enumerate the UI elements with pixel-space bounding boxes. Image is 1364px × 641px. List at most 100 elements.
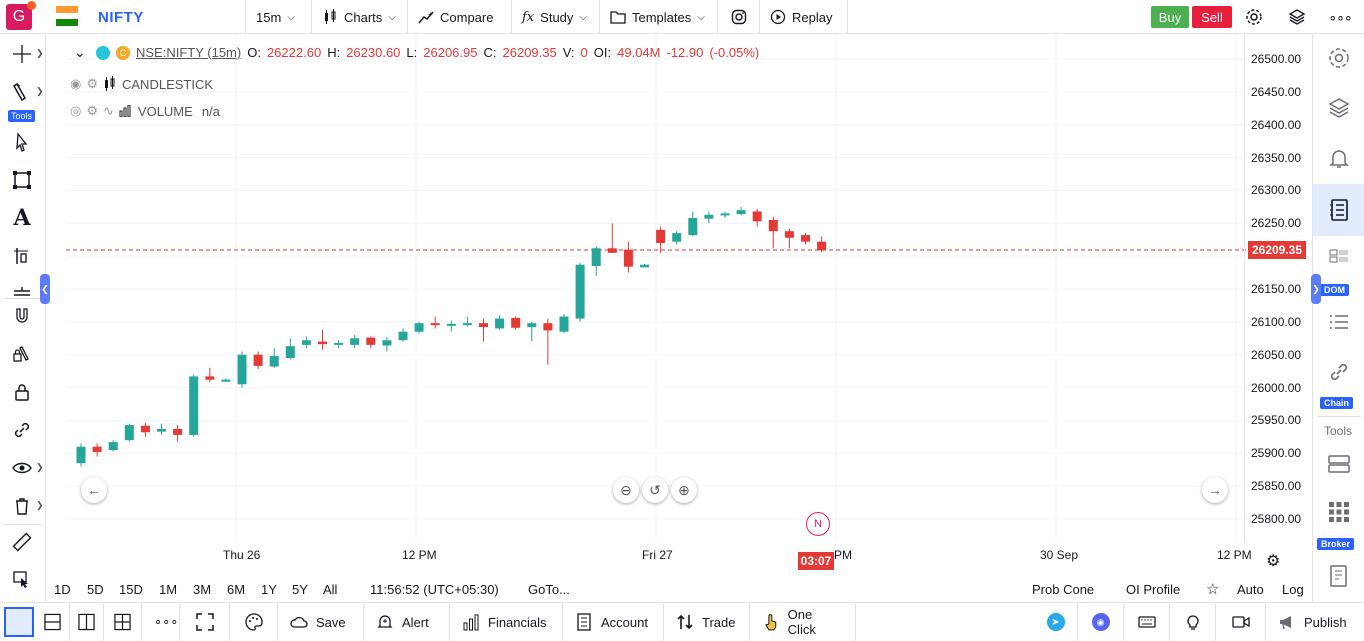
- clock-timezone[interactable]: 11:56:52 (UTC+05:30): [370, 582, 499, 597]
- sell-button[interactable]: Sell: [1192, 6, 1232, 28]
- replay-button[interactable]: Replay: [760, 0, 848, 34]
- eye-icon[interactable]: [10, 456, 34, 480]
- range-6m[interactable]: 6M: [227, 582, 246, 597]
- auto-scale-button[interactable]: Auto: [1237, 582, 1264, 597]
- notebook-icon[interactable]: [1325, 196, 1353, 224]
- fullscreen-button[interactable]: [180, 603, 230, 641]
- layout-single-button[interactable]: [4, 607, 34, 637]
- reset-zoom-button[interactable]: ↺: [642, 477, 668, 503]
- scroll-left-button[interactable]: ←: [81, 477, 107, 503]
- more-layouts-button[interactable]: ∘∘∘: [142, 603, 180, 641]
- server-icon[interactable]: [1325, 450, 1353, 478]
- compare-button[interactable]: + Compare: [408, 0, 512, 34]
- one-click-button[interactable]: One Click: [750, 603, 856, 641]
- scroll-right-button[interactable]: →: [1202, 477, 1228, 503]
- hand-pointer-icon[interactable]: [10, 568, 34, 592]
- settings-gear-icon[interactable]: [1245, 8, 1263, 26]
- list-icon[interactable]: [1325, 308, 1353, 336]
- user-avatar[interactable]: G: [6, 1, 36, 30]
- chain-badge[interactable]: Chain: [1320, 397, 1354, 409]
- chevron-right-icon[interactable]: ❯: [36, 86, 44, 96]
- star-icon[interactable]: ☆: [1206, 581, 1220, 598]
- right-panel-collapse[interactable]: ❯: [1311, 274, 1321, 304]
- layers-icon[interactable]: [1325, 94, 1353, 122]
- grid-apps-icon[interactable]: [1325, 498, 1353, 526]
- lock-icon[interactable]: [10, 380, 34, 404]
- pencil-icon[interactable]: [10, 80, 34, 104]
- account-button[interactable]: Account: [563, 603, 664, 641]
- ruler-icon[interactable]: [10, 530, 34, 554]
- study-button[interactable]: fx Study ⌵: [512, 0, 600, 34]
- oi-profile-button[interactable]: OI Profile: [1126, 582, 1181, 597]
- price-chart[interactable]: [66, 34, 1246, 542]
- range-15d[interactable]: 15D: [119, 582, 143, 597]
- range-5y[interactable]: 5Y: [292, 582, 308, 597]
- chart-settings-gear-icon[interactable]: ⚙: [1266, 553, 1281, 570]
- log-scale-button[interactable]: Log: [1282, 582, 1304, 597]
- telegram-button[interactable]: ➤: [1034, 603, 1078, 641]
- cursor-arrow-icon[interactable]: [10, 130, 34, 154]
- range-all[interactable]: All: [323, 582, 338, 597]
- settings-gear-icon[interactable]: [1325, 44, 1353, 72]
- rectangle-icon[interactable]: [10, 168, 34, 192]
- order-book-icon[interactable]: [1325, 562, 1353, 590]
- discord-button[interactable]: ◉: [1078, 603, 1124, 641]
- trash-icon[interactable]: [10, 494, 34, 518]
- link-icon[interactable]: [10, 418, 34, 442]
- publish-button[interactable]: Publish: [1266, 603, 1364, 641]
- chevron-right-icon[interactable]: ❯: [36, 462, 44, 472]
- alert-button[interactable]: Alert: [364, 603, 450, 641]
- chevron-down-icon[interactable]: ⌄: [74, 44, 86, 60]
- left-panel-collapse[interactable]: ❮: [40, 274, 50, 304]
- layout-split-vertical-button[interactable]: [70, 603, 104, 641]
- video-button[interactable]: [1216, 603, 1266, 641]
- save-button[interactable]: Save: [278, 603, 364, 641]
- dom-ladder-icon[interactable]: [1325, 244, 1353, 272]
- buy-button[interactable]: Buy: [1151, 6, 1189, 28]
- keyboard-button[interactable]: [1124, 603, 1170, 641]
- theme-button[interactable]: [230, 603, 278, 641]
- goto-button[interactable]: GoTo...: [528, 582, 570, 597]
- layout-grid-button[interactable]: [104, 603, 142, 641]
- news-badge[interactable]: N: [806, 512, 830, 536]
- price-axis[interactable]: [1244, 34, 1312, 542]
- prob-cone-button[interactable]: Prob Cone: [1032, 582, 1095, 597]
- more-options-icon[interactable]: ∘∘∘: [1328, 8, 1352, 25]
- trade-button[interactable]: Trade: [664, 603, 750, 641]
- crosshair-icon[interactable]: [10, 42, 34, 66]
- symbol-search[interactable]: NIFTY: [46, 0, 246, 34]
- chain-link-icon[interactable]: [1325, 358, 1353, 386]
- layout-split-horizontal-button[interactable]: [36, 603, 70, 641]
- interval-dropdown[interactable]: 15m ⌵: [246, 0, 312, 34]
- zoom-out-button[interactable]: ⊖: [613, 477, 639, 503]
- broker-badge[interactable]: Broker: [1317, 538, 1355, 550]
- range-5d[interactable]: 5D: [87, 582, 104, 597]
- financials-button[interactable]: Financials: [450, 603, 563, 641]
- slider-tool-icon[interactable]: [10, 280, 34, 304]
- range-1y[interactable]: 1Y: [261, 582, 277, 597]
- indicator-volume[interactable]: ◎ ⚙ ∿ VOLUME n/a: [70, 103, 220, 119]
- eye-icon[interactable]: ◉: [70, 76, 82, 91]
- text-tool-icon[interactable]: A: [13, 205, 31, 231]
- zoom-in-button[interactable]: ⊕: [671, 477, 697, 503]
- charts-type-button[interactable]: Charts ⌵: [312, 0, 408, 34]
- ideas-button[interactable]: [1170, 603, 1216, 641]
- chevron-right-icon[interactable]: ❯: [36, 48, 44, 58]
- templates-button[interactable]: Templates ⌵: [600, 0, 718, 34]
- gear-icon[interactable]: ⚙: [86, 76, 98, 91]
- lock-pencil-icon[interactable]: [10, 342, 34, 366]
- legend-symbol[interactable]: NSE:NIFTY (15m): [136, 45, 242, 60]
- range-3m[interactable]: 3M: [193, 582, 212, 597]
- bell-icon[interactable]: [1325, 144, 1353, 172]
- layers-icon[interactable]: [1288, 8, 1306, 26]
- chevron-right-icon[interactable]: ❯: [36, 500, 44, 510]
- indicator-candlestick[interactable]: ◉ ⚙ CANDLESTICK: [70, 76, 213, 92]
- measure-icon[interactable]: [10, 244, 34, 268]
- range-1d[interactable]: 1D: [54, 582, 71, 597]
- eye-off-icon[interactable]: ◎: [70, 103, 82, 118]
- instagram-button[interactable]: [718, 0, 760, 34]
- range-1m[interactable]: 1M: [159, 582, 178, 597]
- gear-icon[interactable]: ⚙: [86, 103, 98, 118]
- dom-badge[interactable]: DOM: [1320, 284, 1349, 296]
- magnet-icon[interactable]: [10, 304, 34, 328]
